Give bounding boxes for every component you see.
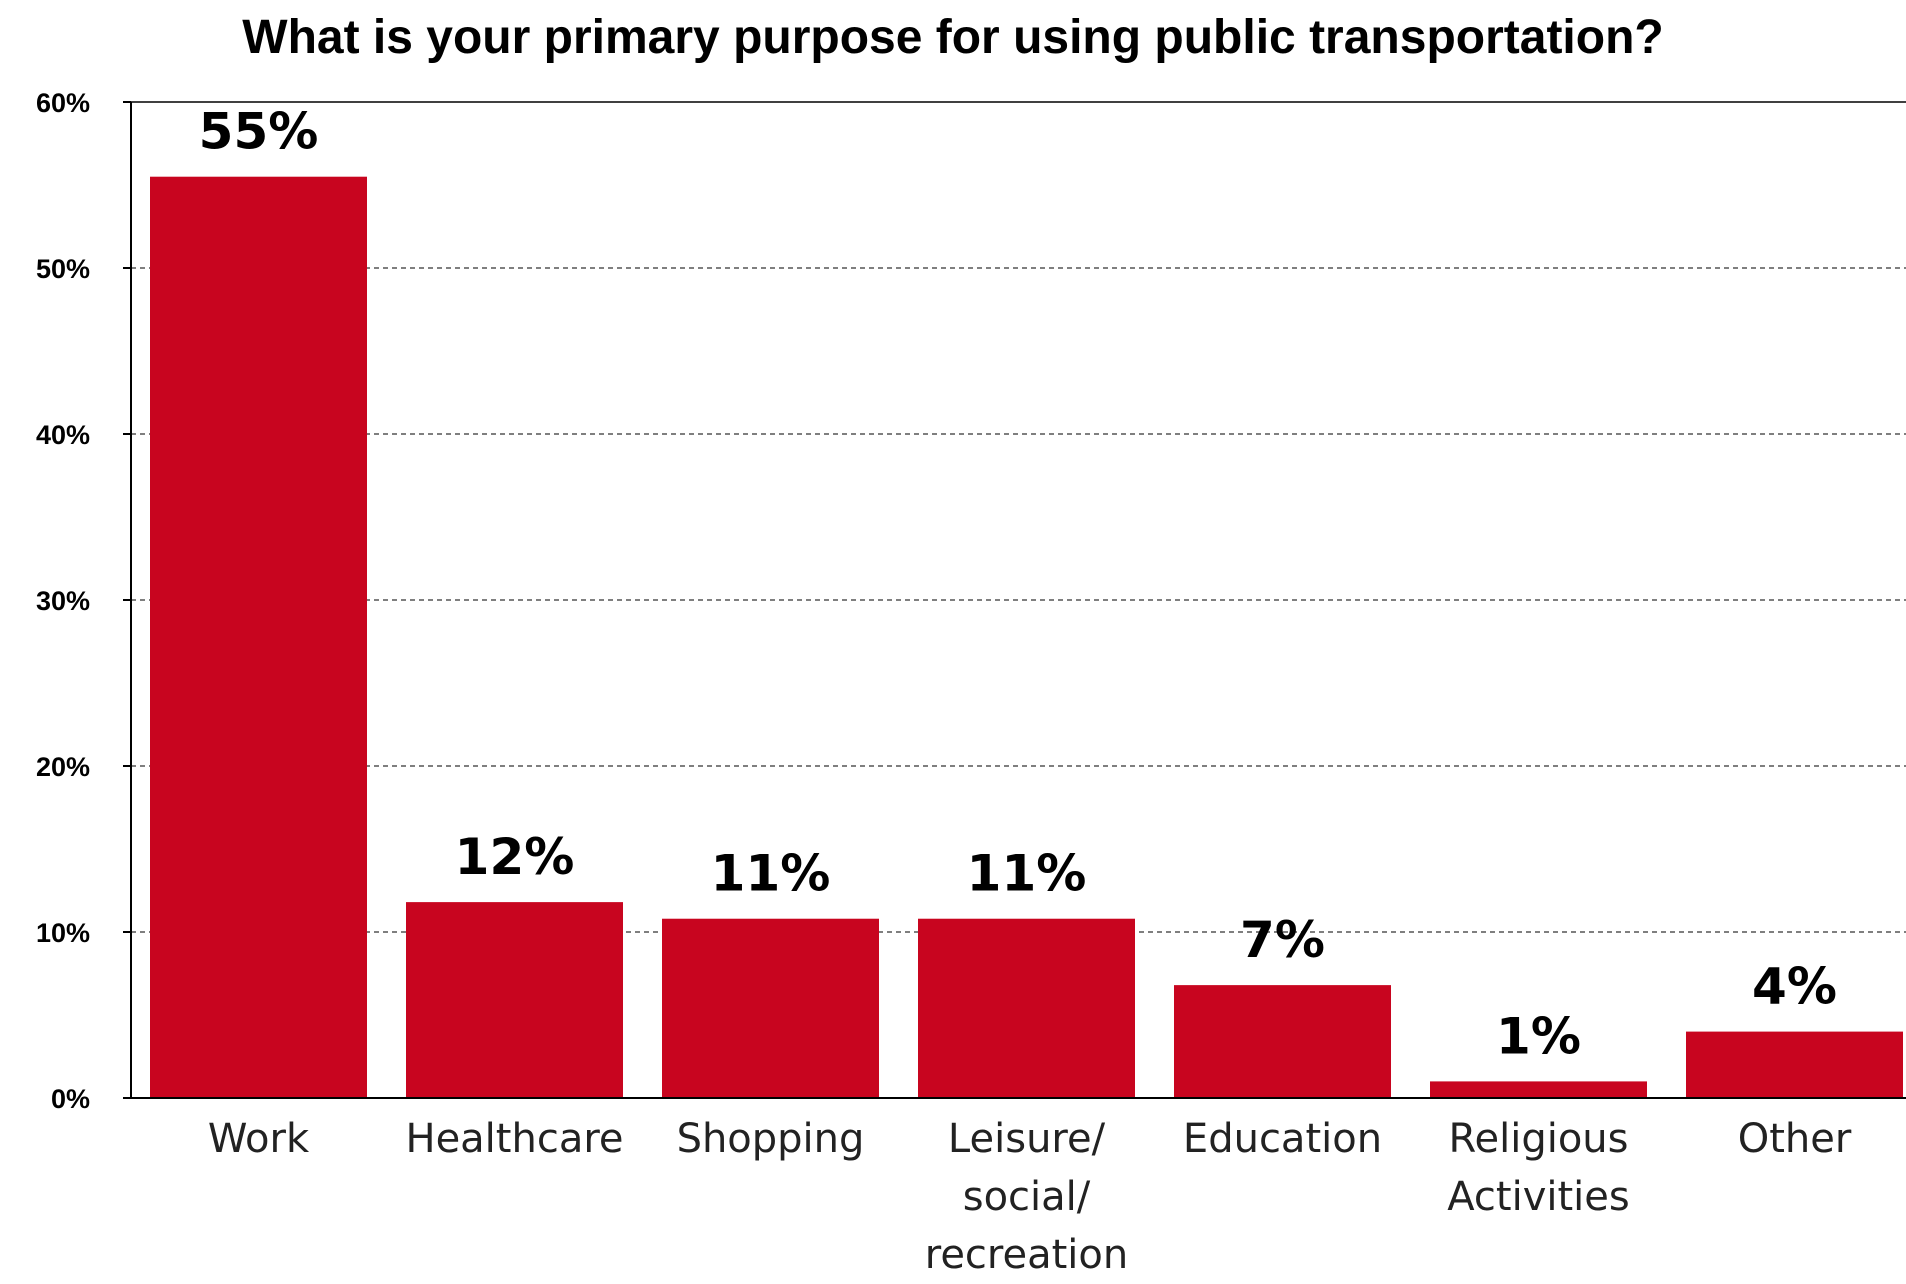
bar — [1174, 985, 1391, 1098]
x-tick-label-line: Shopping — [677, 1116, 865, 1162]
bar — [1430, 1081, 1647, 1098]
data-label: 1% — [1496, 1007, 1581, 1065]
y-tick-label: 50% — [36, 254, 90, 284]
bars — [150, 176, 1903, 1098]
x-tick-label-line: recreation — [925, 1232, 1128, 1278]
data-label: 4% — [1752, 958, 1837, 1016]
chart-title: What is your primary purpose for using p… — [242, 11, 1664, 64]
y-tick-label: 20% — [36, 752, 90, 782]
x-tick-label: Leisure/social/recreation — [925, 1116, 1128, 1278]
bar — [150, 176, 367, 1098]
axes — [123, 101, 1906, 1099]
x-tick-label-line: Healthcare — [405, 1116, 623, 1162]
x-tick-label-line: Leisure/ — [948, 1116, 1106, 1162]
x-tick-label: Religious Activities — [1447, 1116, 1629, 1220]
x-tick-label: Healthcare — [405, 1116, 623, 1162]
x-tick-label-line: Religious — [1449, 1116, 1629, 1162]
gridlines — [131, 267, 1906, 933]
y-tick-label: 30% — [36, 586, 90, 616]
bar — [662, 918, 879, 1098]
x-tick-label: Shopping — [677, 1116, 865, 1162]
bar — [406, 902, 623, 1098]
bar — [1686, 1031, 1903, 1098]
data-label: 12% — [455, 828, 575, 886]
data-label: 7% — [1240, 911, 1325, 969]
y-tick-label: 40% — [36, 420, 90, 450]
x-tick-label-line: Other — [1738, 1116, 1852, 1162]
y-tick-label: 10% — [36, 918, 90, 948]
x-tick-label: Work — [208, 1116, 310, 1162]
x-tick-label: Education — [1183, 1116, 1382, 1162]
bar — [918, 918, 1135, 1098]
x-tick-label-line: Work — [208, 1116, 310, 1162]
y-tick-label: 60% — [36, 88, 90, 118]
x-tick-label-line: Activities — [1447, 1174, 1629, 1220]
x-tick-label: Other — [1738, 1116, 1852, 1162]
data-label: 11% — [967, 845, 1087, 903]
data-label: 11% — [711, 845, 831, 903]
x-tick-label-line: Education — [1183, 1116, 1382, 1162]
y-tick-label: 0% — [51, 1084, 90, 1114]
x-tick-label-line: social/ — [963, 1174, 1091, 1220]
data-label: 55% — [199, 103, 319, 161]
labels: 55% 12% 11% 11% 7% 1% 4% 0% 10% 20% 30% 40% 50% 60% Wo… — [36, 88, 1852, 1278]
